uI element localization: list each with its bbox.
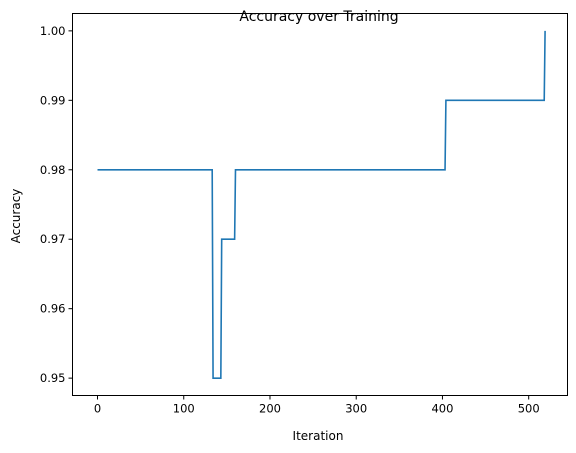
x-tick-label: 300 xyxy=(345,402,367,416)
chart-title: Accuracy over Training xyxy=(239,9,398,25)
x-axis: 0 100 200 300 400 500 xyxy=(94,395,540,416)
y-tick-label: 0.99 xyxy=(40,93,66,107)
y-tick-label: 1.00 xyxy=(40,24,66,38)
y-axis-label: Accuracy xyxy=(9,189,23,244)
y-axis: 0.95 0.96 0.97 0.98 0.99 1.00 xyxy=(40,24,73,385)
x-tick-label: 400 xyxy=(431,402,453,416)
y-tick-label: 0.96 xyxy=(40,302,66,316)
plot-area xyxy=(97,30,546,379)
y-tick-label: 0.98 xyxy=(40,163,66,177)
y-tick-label: 0.97 xyxy=(40,232,66,246)
y-tick-label: 0.95 xyxy=(40,371,66,385)
plot-frame xyxy=(72,13,568,396)
x-tick-label: 500 xyxy=(518,402,540,416)
x-axis-label: Iteration xyxy=(293,429,344,443)
x-tick-label: 0 xyxy=(94,402,101,416)
series-line-0 xyxy=(97,30,546,379)
x-tick-label: 200 xyxy=(259,402,281,416)
x-tick-label: 100 xyxy=(173,402,195,416)
